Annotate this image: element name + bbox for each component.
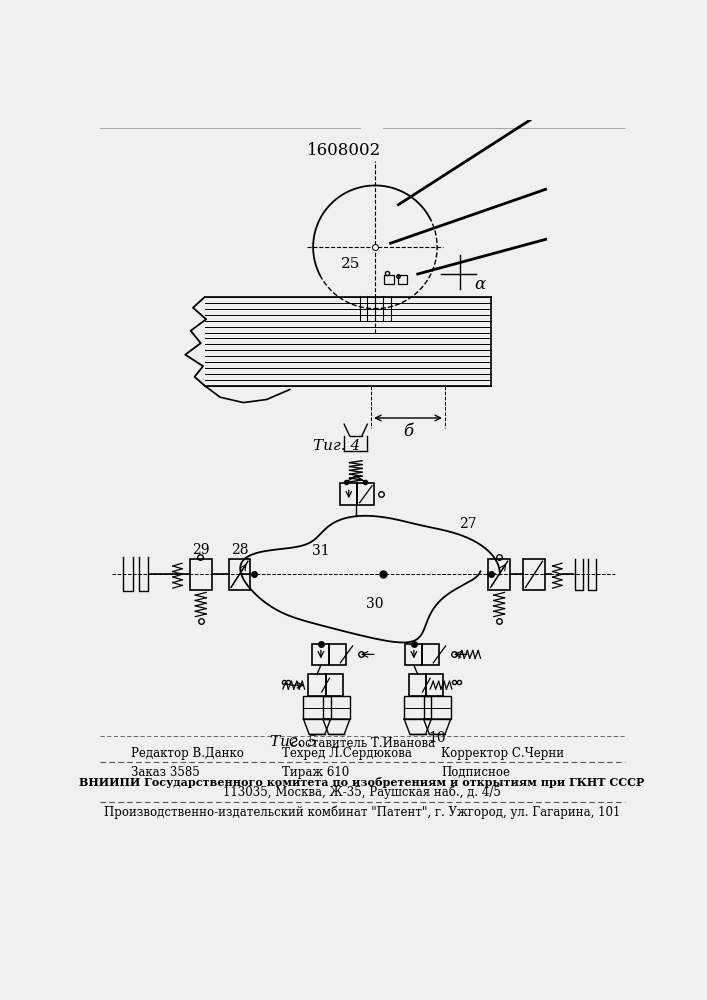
Bar (404, 696, 431, 719)
Text: Τиг. 5: Τиг. 5 (270, 735, 317, 749)
Text: 113035, Москва, Ж-35, Раушская наб., д. 4/5: 113035, Москва, Ж-35, Раушская наб., д. … (223, 785, 501, 799)
Text: ВНИИПИ Государственного комитета по изобретениям и открытиям при ГКНТ СССР: ВНИИПИ Государственного комитета по изоб… (79, 777, 645, 788)
Bar (325, 674, 343, 696)
Text: 27: 27 (460, 517, 477, 531)
Bar (523, 559, 545, 590)
Bar (303, 696, 331, 719)
Text: Тираж 610: Тираж 610 (282, 766, 349, 779)
Text: Τиг. 4: Τиг. 4 (312, 439, 360, 453)
Bar (397, 275, 407, 284)
Bar (308, 674, 325, 696)
Bar (357, 483, 374, 505)
Bar (409, 674, 426, 696)
Bar (323, 696, 350, 719)
Bar (385, 275, 394, 284)
Text: Подписное: Подписное (441, 766, 510, 779)
Bar (329, 644, 346, 665)
Text: 28: 28 (230, 543, 248, 557)
Bar (422, 644, 440, 665)
Text: Редактор В.Данко: Редактор В.Данко (131, 747, 244, 760)
Text: Составитель Т.Иванова: Составитель Т.Иванова (289, 737, 435, 750)
Text: б: б (403, 423, 413, 440)
Text: 1608002: 1608002 (307, 142, 381, 159)
Text: 30: 30 (366, 597, 384, 611)
Bar (340, 483, 357, 505)
Bar (312, 644, 329, 665)
Bar (426, 674, 443, 696)
Text: Техред Л.Сердюкова: Техред Л.Сердюкова (282, 747, 412, 760)
Text: Корректор С.Черни: Корректор С.Черни (441, 747, 564, 760)
Text: 25: 25 (341, 257, 360, 271)
Bar (228, 559, 250, 590)
Text: α: α (474, 276, 486, 293)
Text: Производственно-издательский комбинат "Патент", г. Ужгород, ул. Гагарина, 101: Производственно-издательский комбинат "П… (104, 805, 620, 819)
Text: 29: 29 (192, 543, 209, 557)
Text: Заказ 3585: Заказ 3585 (131, 766, 200, 779)
Bar (405, 644, 422, 665)
Text: 31: 31 (312, 544, 329, 558)
Bar (190, 559, 211, 590)
Bar (489, 559, 510, 590)
Bar (423, 696, 450, 719)
Text: 10: 10 (428, 731, 446, 745)
